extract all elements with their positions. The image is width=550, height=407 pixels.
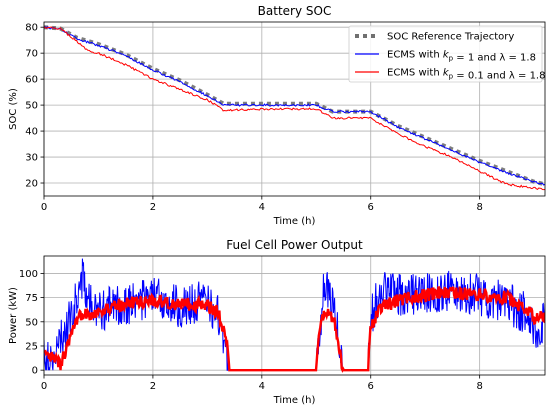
- x-tick-label: 2: [150, 202, 156, 213]
- ecms-kp1-line: [44, 25, 545, 186]
- y-axis-title: SOC (%): [8, 88, 19, 130]
- x-tick-label: 8: [476, 202, 482, 213]
- y-tick-label: 100: [19, 269, 38, 280]
- chart-title: Battery SOC: [258, 4, 332, 18]
- fc-power-red-line: [44, 286, 545, 373]
- x-tick-label: 0: [41, 381, 47, 392]
- plot-area: [44, 258, 545, 373]
- ecms-kp01-line: [44, 26, 545, 191]
- y-tick-label: 25: [25, 341, 38, 352]
- y-tick-label: 30: [25, 153, 38, 164]
- legend-box: [348, 25, 543, 83]
- legend: SOC Reference Trajectory ECMS with kp = 1…: [348, 25, 545, 83]
- chart-2: 0 2 4 6 8 0 25 50 75 100 Fuel Cell Power Output Tim…: [8, 238, 546, 406]
- chart-title: Fuel Cell Power Output: [226, 238, 363, 252]
- y-tick-label: 75: [25, 293, 38, 304]
- plot-area: [44, 25, 545, 191]
- y-tick-label: 50: [25, 101, 38, 112]
- x-tick-label: 6: [368, 381, 374, 392]
- x-tick-label: 6: [368, 202, 374, 213]
- y-tick-label: 20: [25, 179, 38, 190]
- x-axis-title: Time (h): [273, 216, 316, 227]
- y-tick-label: 40: [25, 127, 38, 138]
- legend-label-2: ECMS with kp = 1 and λ = 1.8: [387, 50, 536, 64]
- chart-1: 0 2 4 6 8 20 30 40 50 60 70 80 Battery SOC Time (h) SO…: [8, 4, 545, 227]
- y-tick-label: 0: [32, 366, 38, 377]
- y-tick-label: 80: [25, 23, 38, 34]
- y-tick-label: 60: [25, 75, 38, 86]
- y-tick-label: 70: [25, 49, 38, 60]
- y-axis-title: Power (kW): [8, 287, 19, 344]
- x-tick-label: 4: [259, 202, 265, 213]
- plot-frame: [43, 255, 546, 376]
- fc-power-blue-line: [44, 258, 545, 371]
- plot-frame: [43, 21, 546, 197]
- x-tick-label: 2: [150, 381, 156, 392]
- y-tick-label: 50: [25, 317, 38, 328]
- x-tick-label: 4: [259, 381, 265, 392]
- x-tick-label: 0: [41, 202, 47, 213]
- x-axis-title: Time (h): [273, 395, 316, 406]
- legend-label-3: ECMS with kp = 0.1 and λ = 1.8: [387, 68, 545, 82]
- legend-label-1: SOC Reference Trajectory: [387, 32, 514, 43]
- x-tick-label: 8: [476, 381, 482, 392]
